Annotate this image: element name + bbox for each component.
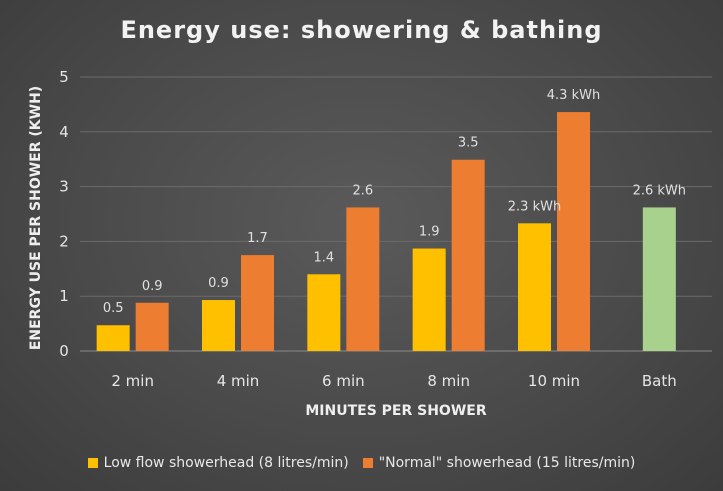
- bar-low-flow: [96, 325, 130, 351]
- bar-normal: [135, 302, 169, 351]
- x-tick-label: 8 min: [427, 372, 470, 390]
- bar-low-flow: [412, 248, 446, 351]
- data-label: 2.6 kWh: [633, 183, 686, 198]
- data-label: 3.5: [458, 136, 479, 151]
- chart-title: Energy use: showering & bathing: [120, 16, 603, 44]
- legend: Low flow showerhead (8 litres/min) "Norm…: [0, 455, 723, 471]
- data-label: 2.3 kWh: [508, 199, 561, 214]
- bar-normal: [346, 207, 380, 351]
- y-tick-label: 2: [59, 232, 69, 250]
- bar-normal: [557, 112, 590, 352]
- bar-low-flow: [518, 223, 551, 351]
- data-label: 1.9: [419, 225, 440, 240]
- data-label: 0.9: [208, 276, 229, 291]
- data-label: 4.3 kWh: [547, 88, 600, 103]
- legend-swatch-low-flow: [87, 458, 98, 468]
- y-tick-label: 0: [59, 342, 69, 360]
- bars: [96, 112, 676, 352]
- x-tick-label: 10 min: [528, 372, 580, 390]
- bar-chart: 0 1 2 3 4 5 0.5 0.9 0.9 1.7 1.4 2.6 1.9 3.5 2.3 kWh 4.…: [28, 68, 712, 419]
- bar-low-flow: [307, 274, 341, 351]
- data-labels: 0.5 0.9 0.9 1.7 1.4 2.6 1.9 3.5 2.3 kWh 4.3 kWh 2.…: [103, 88, 686, 316]
- legend-label-normal: "Normal" showerhead (15 litres/min): [378, 455, 636, 471]
- legend-item-low-flow: Low flow showerhead (8 litres/min): [87, 455, 349, 471]
- x-tick-label: 4 min: [217, 372, 260, 390]
- bar-normal: [451, 159, 485, 351]
- data-label: 0.9: [142, 279, 163, 294]
- y-tick-label: 1: [59, 287, 69, 305]
- bar-bath: [642, 207, 676, 351]
- bar-low-flow: [202, 300, 235, 351]
- y-axis-title: ENERGY USE PER SHOWER (KWH): [28, 86, 44, 350]
- legend-swatch-normal: [362, 458, 373, 468]
- x-tick-label: 6 min: [322, 372, 365, 390]
- data-label: 2.6: [352, 183, 373, 198]
- data-label: 1.7: [247, 231, 268, 246]
- y-axis-ticks: 0 1 2 3 4 5: [59, 68, 69, 360]
- data-label: 1.4: [313, 250, 334, 265]
- data-label: 0.5: [103, 301, 124, 316]
- y-tick-label: 4: [59, 123, 69, 141]
- x-axis-title: MINUTES PER SHOWER: [305, 403, 486, 419]
- legend-item-normal: "Normal" showerhead (15 litres/min): [362, 455, 636, 471]
- bar-normal: [241, 255, 274, 351]
- gridlines: [80, 76, 712, 352]
- x-tick-label: 2 min: [111, 372, 154, 390]
- x-axis-ticks: 2 min 4 min 6 min 8 min 10 min Bath: [111, 372, 676, 390]
- y-tick-label: 5: [59, 68, 69, 86]
- x-tick-label: Bath: [642, 372, 677, 390]
- y-tick-label: 3: [59, 178, 69, 196]
- legend-label-low-flow: Low flow showerhead (8 litres/min): [103, 455, 349, 471]
